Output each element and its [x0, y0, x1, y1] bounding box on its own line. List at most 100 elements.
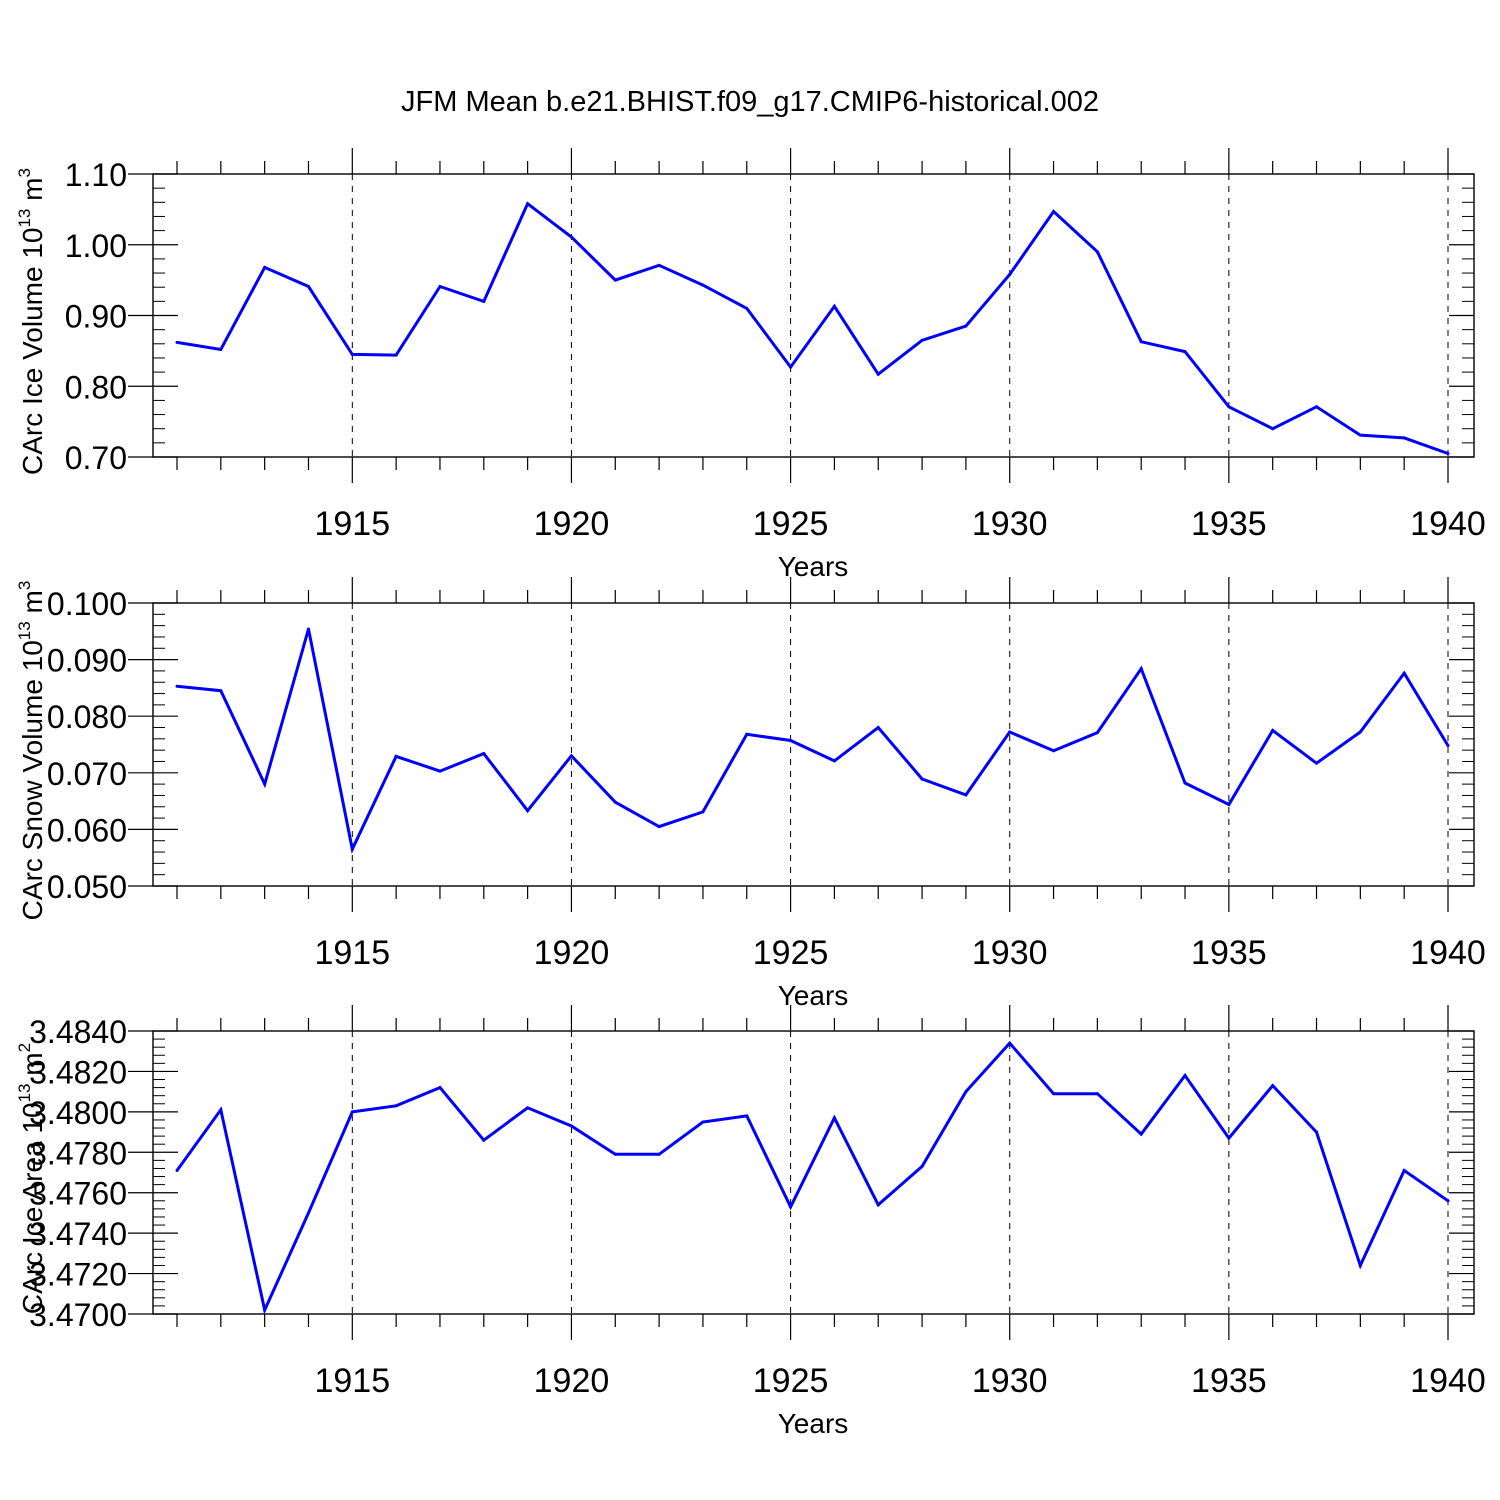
data-point [526, 1106, 530, 1110]
series-line [176, 201, 1449, 455]
y-tick-label: 0.090 [47, 643, 127, 679]
x-tick-label: 1940 [1410, 1362, 1486, 1400]
data-point [394, 353, 398, 357]
data-point [482, 752, 486, 756]
y-tick-label: 3.4700 [29, 1297, 127, 1333]
chart-panels: 0.70 0.80 0.90 1.00 1.10 1915 1920 1925 1930 1935… [15, 148, 1486, 1439]
data-point [657, 263, 661, 267]
x-axis-label: Years [778, 551, 849, 582]
data-point [964, 324, 968, 328]
data-point [438, 284, 442, 288]
x-tick-label: 1925 [753, 1362, 829, 1400]
x-tick-label: 1915 [314, 505, 390, 543]
data-point [701, 1120, 705, 1124]
plot-frame [152, 602, 1475, 887]
data-point [920, 338, 924, 342]
y-tick-label: 1.00 [65, 228, 127, 264]
x-tick-label: 1935 [1191, 505, 1267, 543]
data-point [1227, 1136, 1231, 1140]
series-line [176, 628, 1450, 854]
chart-panel-2: 0.050 0.060 0.070 0.080 0.090 0.100 1915 1920 19… [15, 577, 1486, 1011]
data-point [1315, 761, 1319, 765]
x-tick-label: 1930 [972, 1362, 1048, 1400]
x-tick-label: 1930 [972, 505, 1048, 543]
data-point [482, 1138, 486, 1142]
data-point [1139, 1132, 1143, 1136]
plot-frame [152, 1030, 1475, 1315]
plot-frame [152, 173, 1475, 458]
data-point [1095, 731, 1099, 735]
x-tick-label: 1940 [1410, 505, 1486, 543]
data-point [1271, 427, 1275, 431]
data-point [876, 372, 880, 376]
data-point [219, 347, 223, 351]
x-axis-label: Years [778, 1408, 849, 1439]
data-point [569, 235, 573, 239]
y-tick-label: 1.10 [65, 157, 127, 193]
data-point [1402, 671, 1406, 675]
y-tick-label: 0.080 [47, 699, 127, 735]
data-point [876, 726, 880, 730]
y-axis-label: CArc Ice Volume 1013 m3 [15, 168, 48, 475]
y-tick-label: 3.4800 [29, 1095, 127, 1131]
y-tick-label: 0.060 [47, 812, 127, 848]
y-axis-label-unit-exponent: 3 [15, 168, 34, 177]
x-tick-label: 1915 [314, 1362, 390, 1400]
data-point [789, 739, 793, 743]
data-point [1008, 1041, 1012, 1045]
data-point [1358, 433, 1362, 437]
y-tick-label: 3.4720 [29, 1257, 127, 1293]
data-point [438, 1086, 442, 1090]
x-tick-label: 1940 [1410, 934, 1486, 972]
data-point [613, 1152, 617, 1156]
data-point [394, 754, 398, 758]
data-point [745, 306, 749, 310]
y-axis-label-exponent: 13 [15, 209, 34, 228]
y-axis-label-exponent: 13 [15, 1084, 34, 1103]
y-axis-label-unit-exponent: 3 [15, 581, 34, 590]
y-tick-label: 0.90 [65, 299, 127, 335]
data-point [1227, 405, 1231, 409]
y-axis-label: CArc Snow Volume 1013 m3 [15, 581, 48, 921]
y-axis-label-exponent: 13 [15, 621, 34, 640]
x-tick-label: 1935 [1191, 934, 1267, 972]
x-axis-label: Years [778, 980, 849, 1011]
y-tick-label: 0.70 [65, 440, 127, 476]
data-point [701, 283, 705, 287]
data-point [175, 340, 179, 344]
data-point [613, 278, 617, 282]
data-point [569, 1124, 573, 1128]
y-tick-label: 0.050 [47, 869, 127, 905]
data-point [920, 777, 924, 781]
data-point [482, 299, 486, 303]
series-line [175, 1040, 1449, 1315]
data-point [1183, 781, 1187, 785]
data-point [832, 304, 836, 308]
y-tick-label: 3.4760 [29, 1176, 127, 1212]
x-tick-label: 1925 [753, 505, 829, 543]
x-tick-label: 1920 [534, 1362, 610, 1400]
data-point [569, 754, 573, 758]
x-tick-label: 1925 [753, 934, 829, 972]
data-point [1402, 436, 1406, 440]
y-tick-label: 3.4820 [29, 1054, 127, 1090]
data-point [964, 793, 968, 797]
data-point [613, 800, 617, 804]
x-tick-label: 1920 [534, 934, 610, 972]
y-tick-label: 3.4840 [29, 1014, 127, 1050]
data-point [219, 689, 223, 693]
y-axis-label-text: CArc Snow Volume 10 [17, 640, 48, 920]
data-point [438, 769, 442, 773]
data-point [1315, 405, 1319, 409]
data-point [1446, 1199, 1450, 1203]
data-point [745, 1114, 749, 1118]
data-point [263, 782, 267, 786]
data-point [350, 352, 354, 356]
x-tick-label: 1930 [972, 934, 1048, 972]
data-point [964, 1090, 968, 1094]
data-point [920, 1164, 924, 1168]
data-point [1446, 451, 1450, 455]
data-point [263, 1308, 267, 1312]
data-point [1139, 667, 1143, 671]
